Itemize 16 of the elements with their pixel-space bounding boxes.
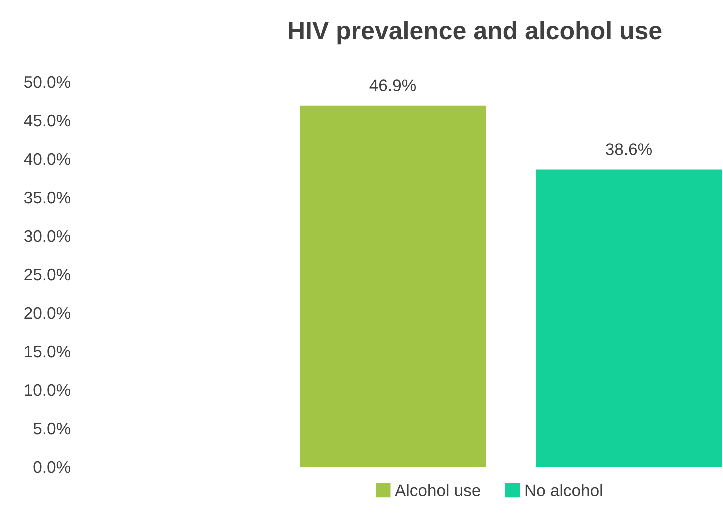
- legend-label: No alcohol: [526, 484, 602, 497]
- y-tick-label: 30.0%: [24, 230, 71, 242]
- y-tick-label: 50.0%: [24, 76, 71, 88]
- data-label: 46.9%: [370, 80, 416, 92]
- y-tick-label: 20.0%: [24, 307, 71, 320]
- chart-title: HIV prevalence and alcohol use: [289, 21, 662, 45]
- y-tick-label: 40.0%: [24, 153, 71, 166]
- y-tick-label: 25.0%: [24, 268, 71, 281]
- data-label: 38.6%: [606, 144, 652, 156]
- y-tick-label: 35.0%: [24, 192, 71, 204]
- legend-label: Alcohol use: [395, 484, 480, 497]
- y-tick-label: 45.0%: [24, 114, 71, 127]
- y-tick-label: 0.0%: [34, 461, 71, 474]
- y-tick-label: 10.0%: [25, 384, 71, 396]
- y-tick-label: 5.0%: [34, 422, 71, 435]
- y-tick-label: 15.0%: [25, 346, 71, 358]
